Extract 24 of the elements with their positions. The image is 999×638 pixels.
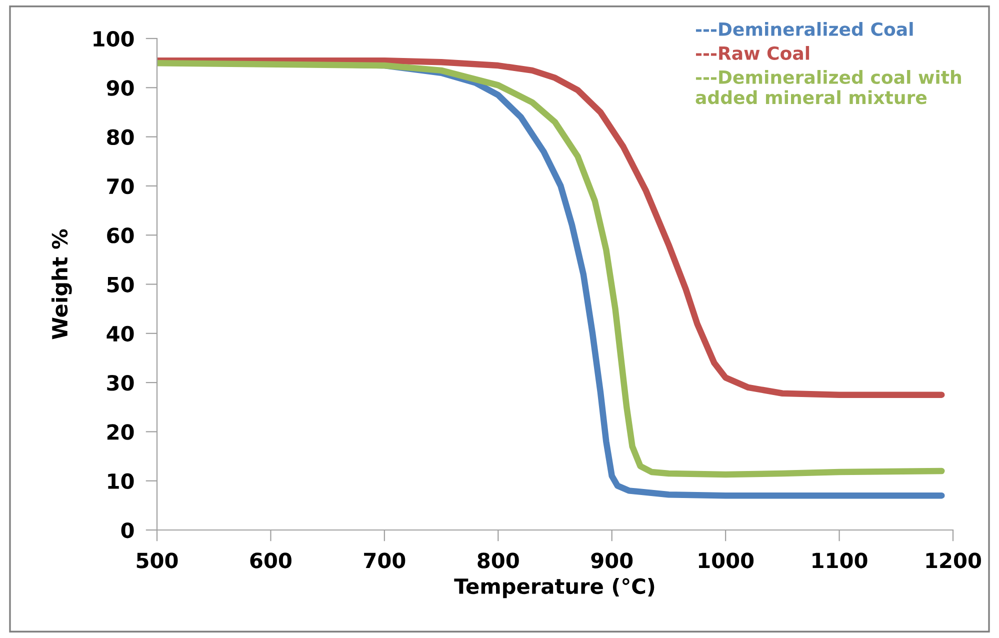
x-tick-label: 600 xyxy=(250,552,292,568)
y-axis-title: Weight % xyxy=(52,229,72,340)
y-tick-label: 50 xyxy=(107,276,134,292)
y-tick-label: 10 xyxy=(108,473,134,490)
x-tick-label: 700 xyxy=(364,552,406,568)
y-tick-label: 100 xyxy=(94,30,134,47)
x-tick-label: 800 xyxy=(478,552,519,568)
x-tick-label: 1200 xyxy=(926,552,981,568)
y-tick-label: 90 xyxy=(106,80,134,96)
y-tick-label: 30 xyxy=(107,375,134,391)
text: ---Demineralized Coal xyxy=(696,22,913,36)
x-tick-label: 1100 xyxy=(812,552,868,568)
x-tick-label: 500 xyxy=(136,552,178,568)
y-tick-label: 0 xyxy=(121,522,134,538)
y-tick-label: 60 xyxy=(107,228,134,244)
x-tick-label: 900 xyxy=(591,552,633,568)
text: ---Raw Coal xyxy=(696,46,810,60)
y-tick-label: 20 xyxy=(107,424,134,440)
text: ---Demineralized coal with added mineral mixture xyxy=(696,70,961,104)
x-tick-label: 1000 xyxy=(698,552,754,568)
y-tick-label: 80 xyxy=(107,129,134,146)
y-tick-label: 70 xyxy=(107,178,134,194)
y-tick-label: 40 xyxy=(106,326,134,342)
x-axis-title: Temperature (°C) xyxy=(454,578,654,598)
